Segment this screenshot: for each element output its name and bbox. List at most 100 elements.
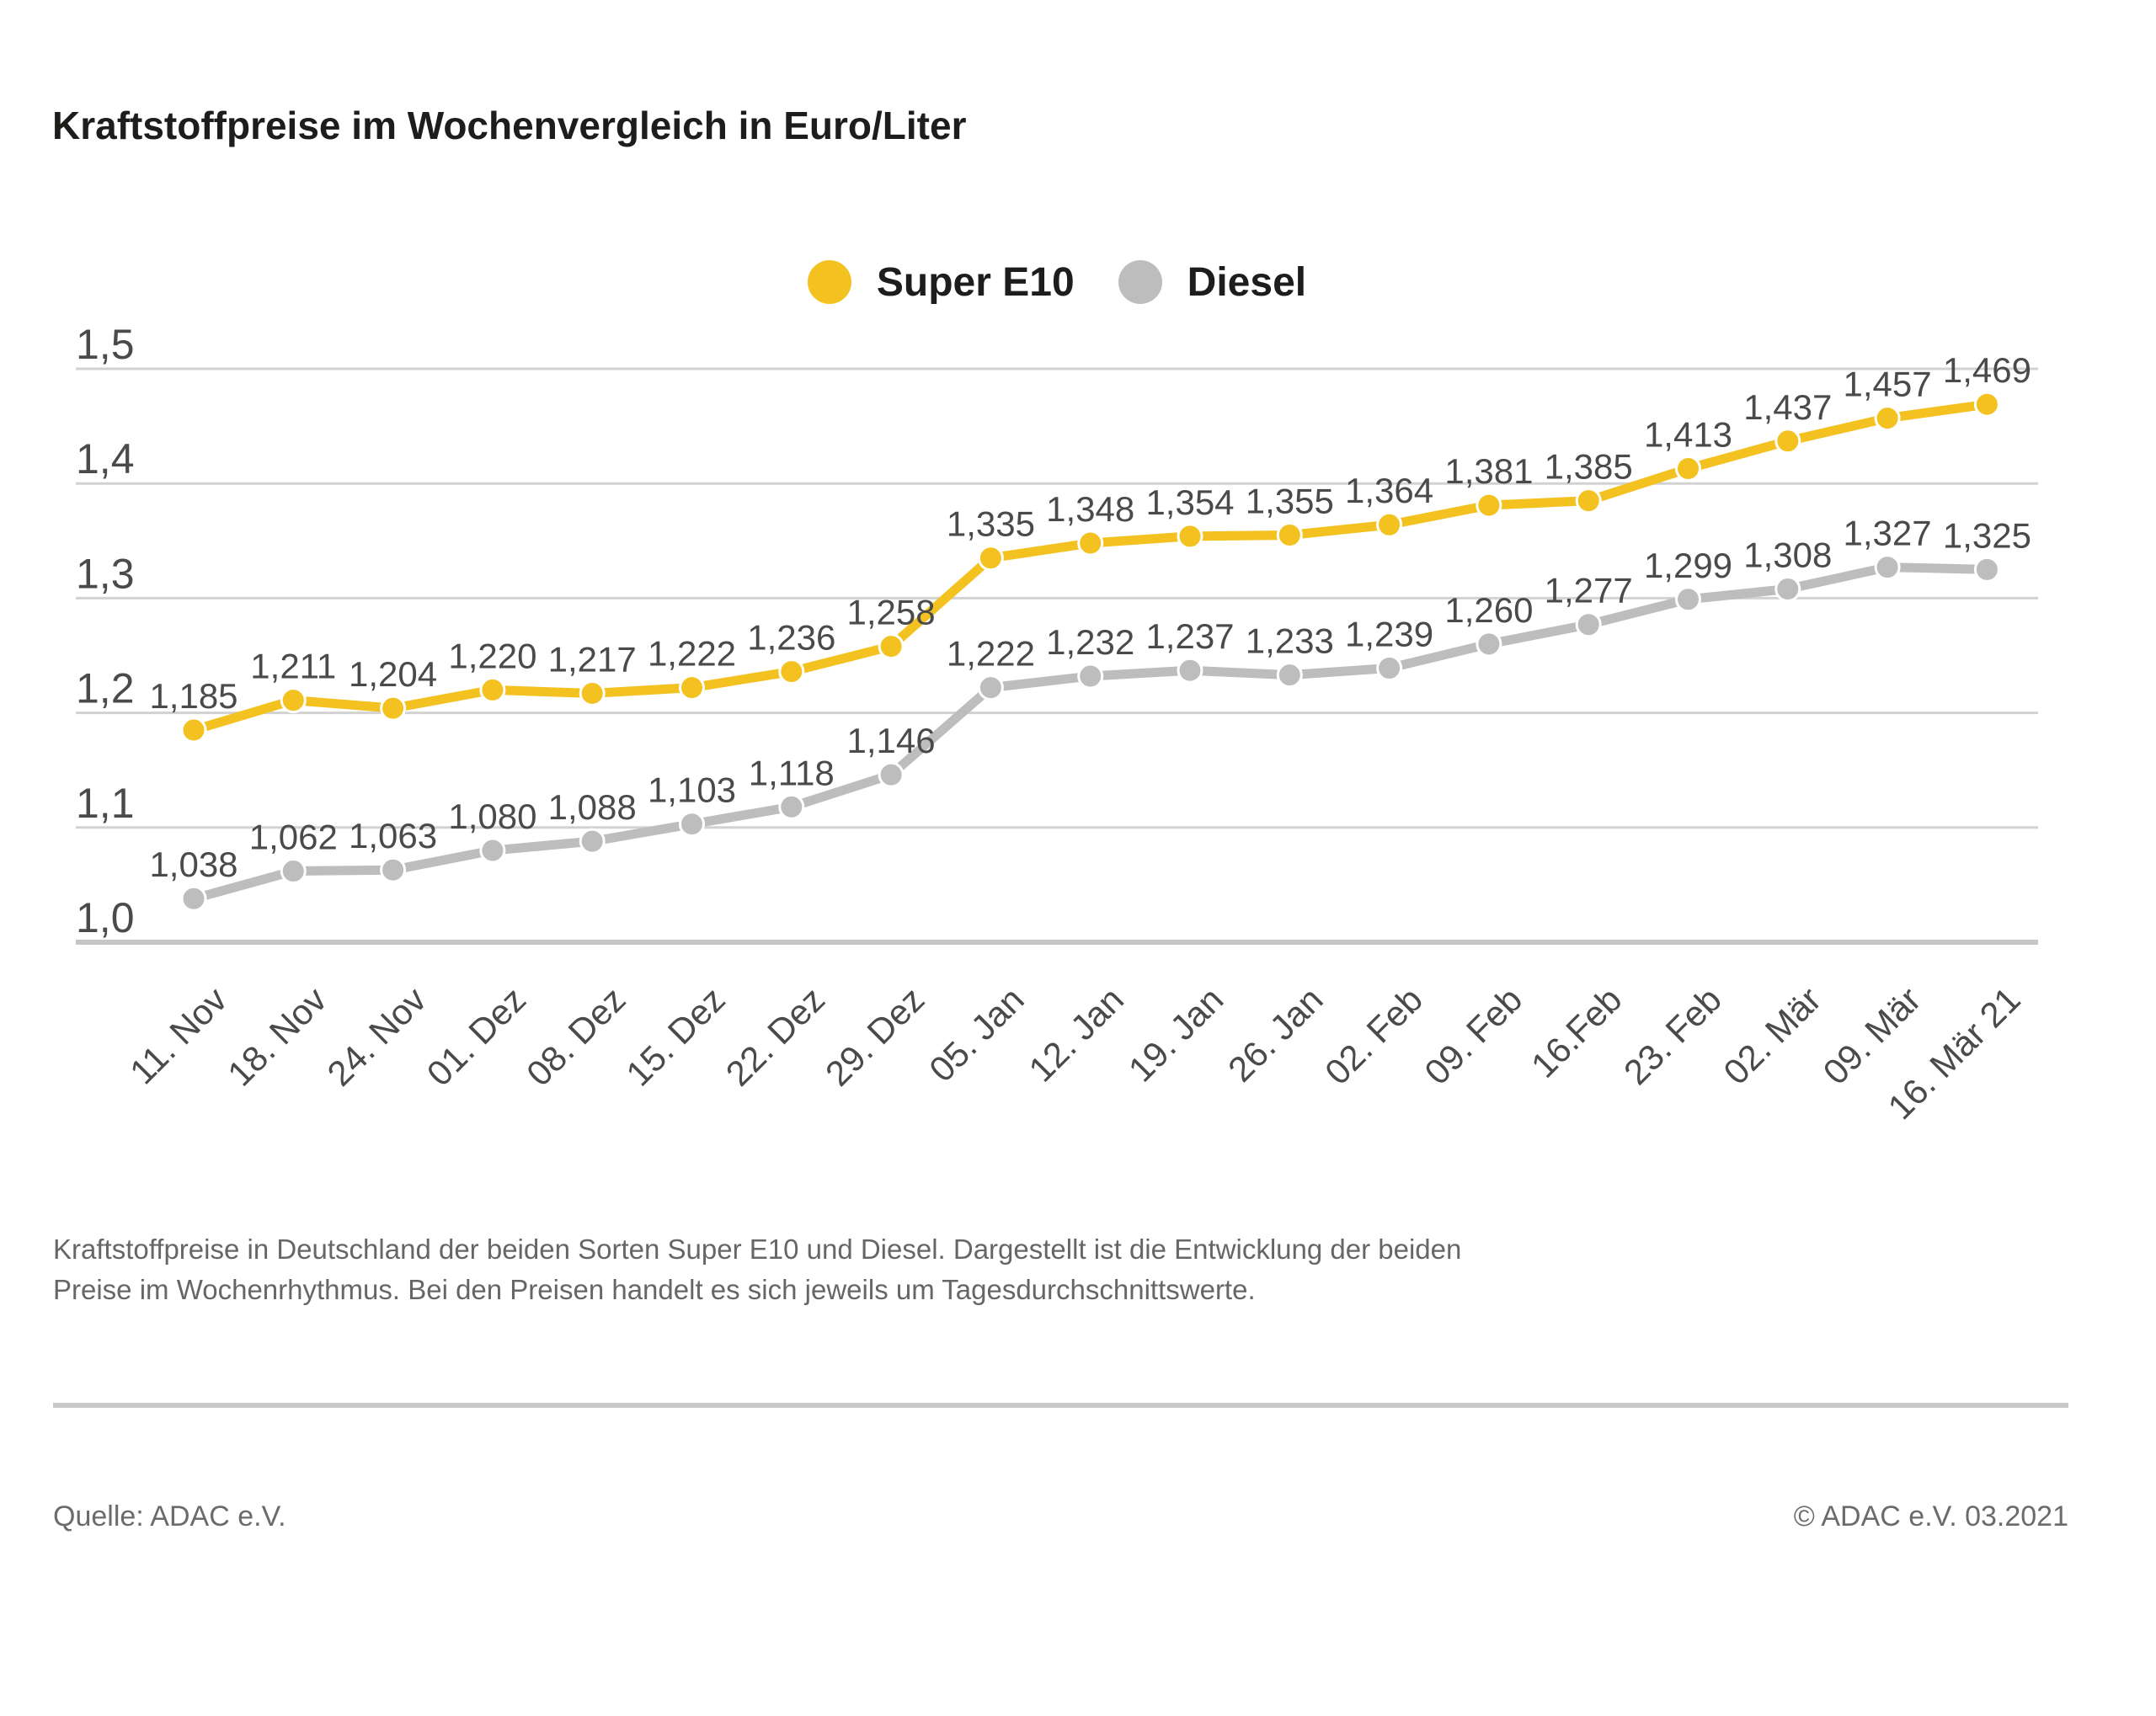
data-point-label-super-e10: 1,185	[149, 676, 237, 716]
data-point-label-diesel: 1,146	[847, 721, 936, 760]
y-tick-label: 1,1	[76, 780, 135, 827]
data-point-label-diesel: 1,299	[1644, 546, 1732, 585]
data-point-label-diesel: 1,063	[349, 816, 437, 855]
data-point-label-super-e10: 1,348	[1046, 489, 1134, 529]
data-point-super-e10	[280, 687, 307, 714]
data-point-diesel	[1276, 662, 1303, 689]
data-point-super-e10	[1575, 488, 1602, 514]
x-tick-label: 18. Nov	[220, 979, 334, 1094]
source-credit: Quelle: ADAC e.V.	[53, 1500, 286, 1532]
data-point-label-super-e10: 1,364	[1345, 471, 1433, 510]
data-point-label-diesel: 1,237	[1145, 616, 1234, 656]
data-point-diesel	[479, 837, 506, 864]
legend-label-super-e10: Super E10	[876, 259, 1075, 305]
data-point-label-diesel: 1,062	[249, 818, 338, 857]
data-point-label-super-e10: 1,217	[548, 639, 637, 679]
data-point-label-diesel: 1,239	[1345, 614, 1433, 653]
data-point-label-diesel: 1,277	[1545, 571, 1633, 610]
data-point-label-super-e10: 1,211	[250, 647, 336, 686]
data-point-label-diesel: 1,308	[1743, 536, 1832, 575]
x-tick-label: 15. Dez	[618, 979, 733, 1094]
legend-dot-diesel-icon	[1118, 260, 1162, 304]
data-point-super-e10	[1774, 428, 1801, 455]
data-point-diesel	[778, 793, 805, 820]
data-point-label-diesel: 1,080	[448, 797, 536, 836]
data-point-label-super-e10: 1,381	[1444, 451, 1533, 491]
data-point-super-e10	[1376, 511, 1403, 538]
data-point-diesel	[180, 885, 207, 912]
data-point-super-e10	[1675, 455, 1701, 482]
data-point-diesel	[1077, 663, 1104, 690]
data-point-label-super-e10: 1,355	[1246, 481, 1334, 520]
x-tick-label: 26. Jan	[1220, 979, 1331, 1090]
x-tick-label: 05. Jan	[921, 979, 1032, 1090]
x-tick-label: 16.Feb	[1524, 979, 1630, 1085]
data-point-super-e10	[977, 545, 1004, 572]
y-tick-label: 1,4	[76, 435, 135, 482]
data-point-label-super-e10: 1,222	[648, 634, 736, 674]
legend-item-diesel: Diesel	[1118, 259, 1306, 306]
x-tick-label: 09. Feb	[1417, 979, 1529, 1092]
data-point-super-e10	[1177, 523, 1203, 550]
data-point-diesel	[579, 828, 606, 855]
x-tick-label: 08. Dez	[519, 979, 633, 1094]
x-tick-label: 23. Feb	[1616, 979, 1729, 1092]
data-point-diesel	[1973, 556, 2000, 583]
data-point-label-super-e10: 1,457	[1844, 365, 1932, 404]
data-point-diesel	[1675, 586, 1701, 613]
data-point-diesel	[280, 858, 307, 885]
data-point-super-e10	[679, 674, 705, 701]
x-tick-label: 29. Dez	[818, 979, 932, 1094]
data-point-diesel	[1177, 657, 1203, 684]
x-tick-label: 19. Jan	[1121, 979, 1231, 1090]
data-point-super-e10	[878, 633, 905, 660]
data-point-label-super-e10: 1,335	[947, 504, 1035, 544]
data-point-label-diesel: 1,327	[1844, 514, 1932, 553]
data-point-super-e10	[579, 679, 606, 706]
legend-label-diesel: Diesel	[1187, 259, 1307, 305]
data-point-super-e10	[778, 658, 805, 685]
x-tick-label: 02. Feb	[1317, 979, 1430, 1092]
data-point-label-diesel: 1,325	[1943, 515, 2031, 555]
data-point-diesel	[1476, 631, 1502, 658]
x-tick-label: 11. Nov	[122, 979, 234, 1091]
copyright-note: © ADAC e.V. 03.2021	[1793, 1500, 2068, 1532]
data-point-label-super-e10: 1,236	[747, 618, 835, 658]
data-point-label-super-e10: 1,204	[349, 654, 437, 694]
legend-item-super-e10: Super E10	[807, 259, 1075, 306]
data-point-label-super-e10: 1,413	[1644, 414, 1732, 454]
data-point-super-e10	[479, 676, 506, 703]
data-point-label-diesel: 1,118	[749, 753, 835, 792]
legend-dot-super-e10-icon	[807, 260, 851, 304]
data-point-diesel	[977, 674, 1004, 701]
y-tick-label: 1,3	[76, 550, 135, 597]
data-point-label-diesel: 1,103	[648, 770, 736, 810]
data-point-diesel	[1874, 554, 1901, 581]
x-tick-label: 22. Dez	[718, 979, 833, 1094]
data-point-label-super-e10: 1,258	[847, 593, 936, 632]
data-point-label-super-e10: 1,437	[1743, 387, 1832, 427]
series-line-diesel	[192, 562, 1988, 903]
page-title: Kraftstoffpreise im Wochenvergleich in E…	[52, 104, 967, 147]
data-point-diesel	[1376, 654, 1403, 681]
legend: Super E10 Diesel	[76, 253, 2038, 312]
chart-description: Kraftstoffpreise in Deutschland der beid…	[53, 1234, 1462, 1305]
data-point-diesel	[380, 856, 407, 883]
x-tick-label: 24. Nov	[319, 979, 434, 1094]
data-point-diesel	[1575, 611, 1602, 638]
y-tick-label: 1,5	[76, 321, 135, 368]
x-tick-label: 02. Mär	[1716, 979, 1828, 1092]
data-point-super-e10	[180, 717, 207, 743]
data-point-label-diesel: 1,260	[1444, 590, 1533, 630]
data-point-label-super-e10: 1,469	[1943, 350, 2031, 390]
data-point-label-diesel: 1,232	[1046, 622, 1134, 662]
y-tick-label: 1,0	[76, 894, 135, 941]
data-point-label-diesel: 1,038	[149, 845, 237, 884]
y-tick-label: 1,2	[76, 665, 135, 712]
data-point-diesel	[679, 811, 705, 838]
data-point-diesel	[1774, 576, 1801, 603]
data-point-super-e10	[1874, 405, 1901, 432]
data-point-super-e10	[1077, 530, 1104, 557]
